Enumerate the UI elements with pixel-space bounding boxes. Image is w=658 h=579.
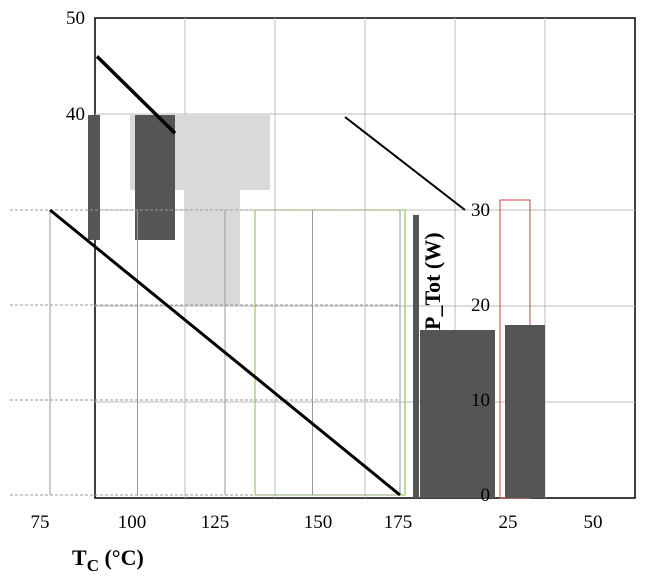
x-axis-title: TC (°C) — [72, 545, 144, 575]
inset-y-tick-label: 10 — [471, 390, 490, 411]
inset-y-tick-label: 0 — [481, 485, 491, 506]
series-line-front — [49, 208, 401, 497]
x-tick-label: 75 — [31, 512, 50, 533]
inset-y-axis-title: P_Tot (W) — [420, 232, 445, 330]
inset-y-tick-labels: 0 10 20 30 — [471, 200, 490, 506]
x-tick-label: 50 — [584, 512, 603, 533]
series-layer — [49, 55, 466, 497]
x-tick-label: 175 — [384, 512, 413, 533]
x-tick-label: 25 — [499, 512, 518, 533]
x-tick-labels: 75 100 125 150 175 25 50 — [31, 512, 603, 533]
y-tick-label: 50 — [66, 8, 85, 29]
inset-y-tick-label: 30 — [471, 200, 490, 221]
render-artifacts — [88, 115, 545, 499]
y-tick-labels: 40 50 — [66, 8, 85, 125]
y-tick-label: 40 — [66, 104, 85, 125]
x-tick-label: 125 — [201, 512, 230, 533]
x-tick-label: 100 — [118, 512, 147, 533]
inset-y-tick-label: 20 — [471, 295, 490, 316]
series-line-rear-segment — [344, 116, 466, 211]
series-line-rear — [95, 55, 177, 135]
x-tick-label: 150 — [304, 512, 333, 533]
